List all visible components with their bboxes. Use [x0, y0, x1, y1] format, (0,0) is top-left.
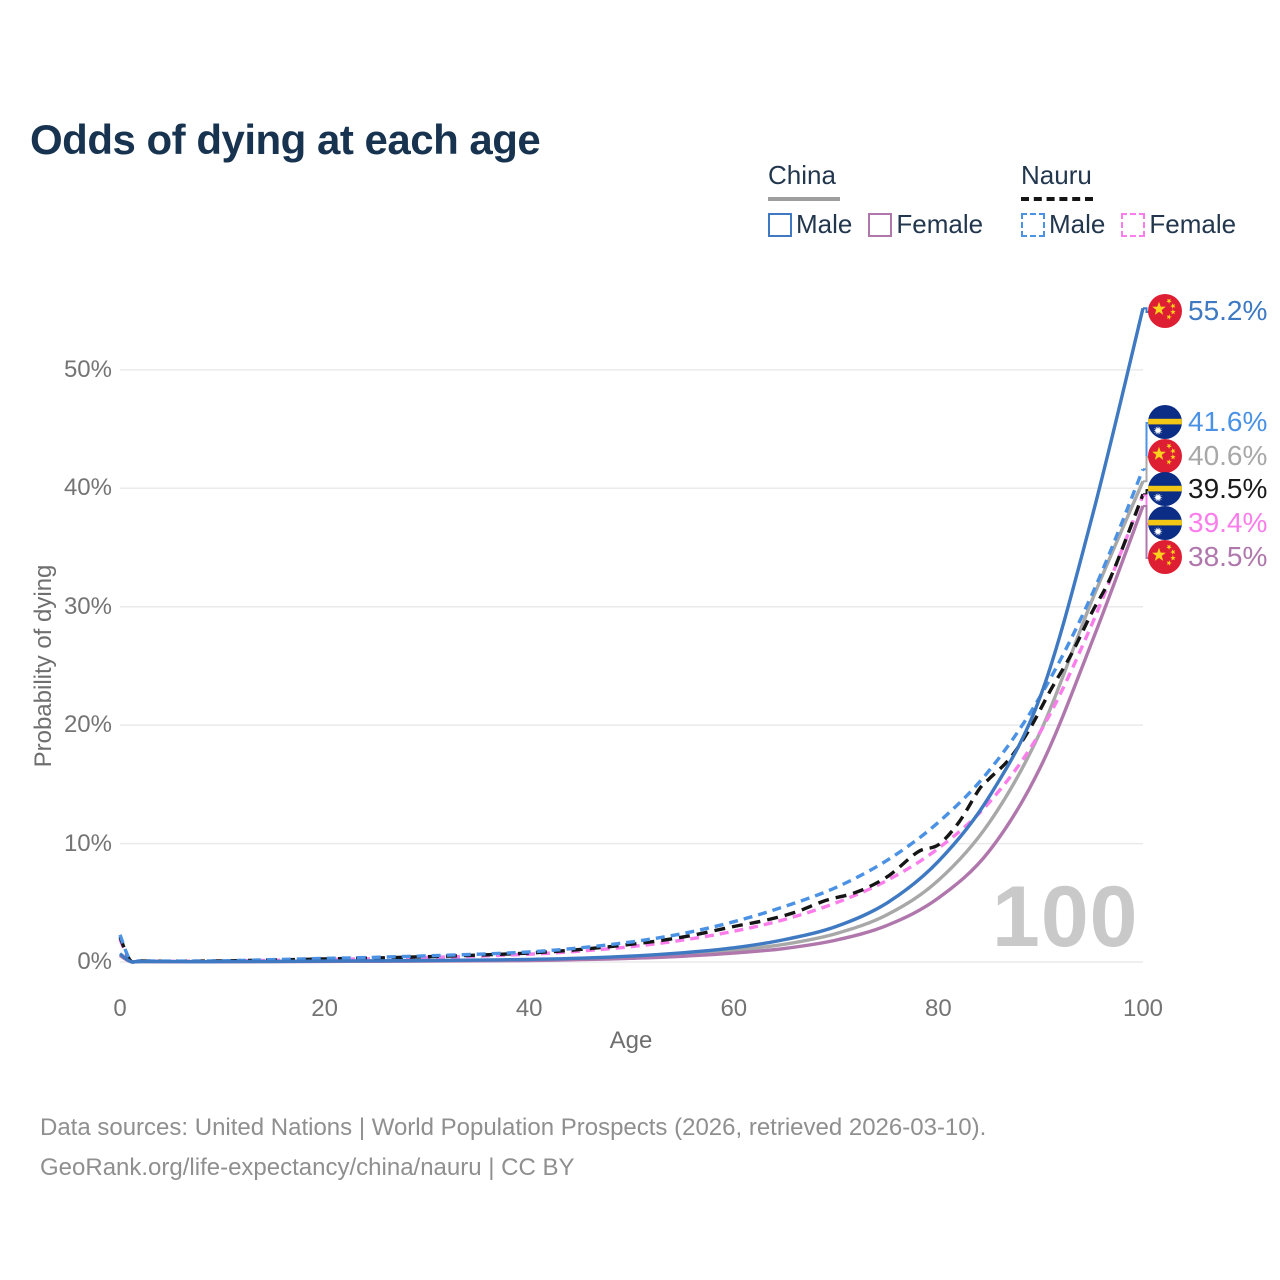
legend-item-label: Female [1149, 209, 1237, 239]
end-label-nauru-total: 39.5% [1148, 472, 1267, 506]
series-line-nauru-total [118, 493, 1145, 964]
end-label-value: 39.5% [1188, 473, 1268, 504]
legend-item-label: Female [896, 209, 984, 239]
legend-swatch-icon [1121, 212, 1146, 237]
end-label-nauru-female: 39.4% [1148, 506, 1267, 540]
y-tick-label: 10% [63, 829, 112, 857]
legend-swatch-icon [1021, 212, 1045, 237]
nauru-flag-icon [1148, 472, 1182, 506]
legend-country-title: China [768, 160, 836, 190]
y-tick-label: 30% [63, 592, 112, 620]
china-flag-icon [1148, 540, 1182, 574]
legend-group-china: China Male Female [768, 160, 983, 240]
end-label-china-female: 38.5% [1148, 540, 1267, 574]
end-label-value: 39.4% [1188, 507, 1268, 538]
x-tick-label: 0 [113, 995, 127, 1022]
legend-item-nauru-male: Male [1021, 209, 1105, 240]
legend-country-line-swatch [768, 197, 840, 201]
series-line-nauru-male [118, 468, 1145, 964]
nauru-flag-icon [1148, 506, 1182, 540]
y-axis-title: Probability of dying [30, 564, 57, 768]
end-label-china-total: 40.6% [1148, 439, 1267, 473]
series-line-china-female [119, 505, 1145, 964]
legend-item-label: Male [1049, 209, 1106, 239]
legend-swatch-icon [868, 212, 893, 237]
page-title: Odds of dying at each age [30, 116, 541, 164]
legend-group-nauru: Nauru Male Female [1021, 160, 1236, 240]
end-label-value: 40.6% [1188, 440, 1268, 471]
y-tick-label: 40% [63, 474, 112, 502]
end-label-china-male: 55.2% [1148, 294, 1267, 328]
legend-country-line-swatch [1021, 197, 1093, 201]
legend-item-china-female: Female [868, 209, 983, 240]
x-tick-label: 20 [311, 995, 338, 1022]
age-counter-watermark: 100 [992, 869, 1139, 965]
series-line-nauru-female [118, 494, 1145, 964]
legend-item-nauru-female: Female [1121, 209, 1236, 240]
end-label-nauru-male: 41.6% [1148, 405, 1267, 439]
series-line-china-male [118, 307, 1145, 964]
y-tick-label: 50% [63, 355, 112, 383]
china-flag-icon [1148, 294, 1182, 328]
legend-country-title: Nauru [1021, 160, 1092, 190]
china-flag-icon [1148, 439, 1182, 473]
x-tick-label: 60 [720, 995, 748, 1022]
end-label-value: 38.5% [1188, 541, 1268, 572]
legend-item-label: Male [796, 209, 853, 239]
x-axis-title: Age [609, 1027, 653, 1054]
footer-sources: Data sources: United Nations | World Pop… [40, 1114, 987, 1141]
x-tick-label: 100 [1122, 995, 1164, 1022]
series-line-china-total [119, 480, 1145, 964]
end-label-value: 55.2% [1188, 295, 1268, 326]
footer-attribution: GeoRank.org/life-expectancy/china/nauru … [40, 1154, 575, 1181]
x-tick-label: 40 [515, 995, 543, 1022]
end-label-value: 41.6% [1188, 406, 1268, 437]
y-tick-label: 0% [77, 948, 112, 975]
legend-swatch-icon [768, 212, 792, 237]
footer: Data sources: United Nations | World Pop… [40, 1108, 986, 1188]
x-tick-label: 80 [925, 995, 952, 1022]
y-tick-label: 20% [63, 711, 112, 739]
legend-item-china-male: Male [768, 209, 852, 240]
nauru-flag-icon [1148, 405, 1182, 439]
